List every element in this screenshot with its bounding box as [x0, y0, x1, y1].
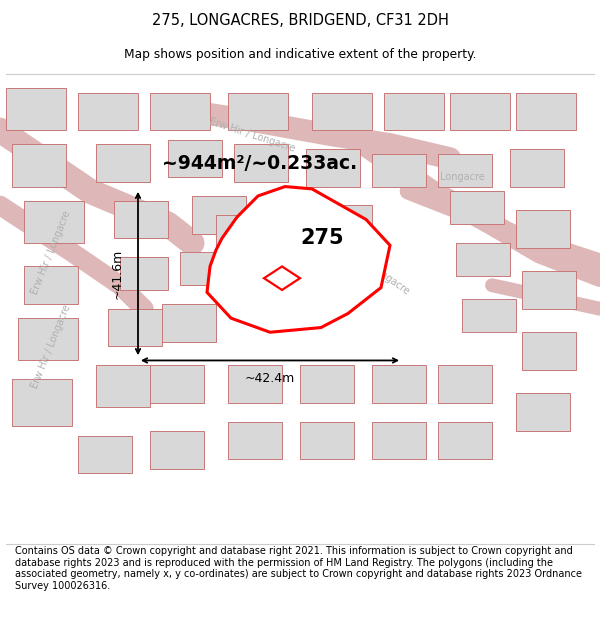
- Bar: [24, 266, 78, 304]
- Bar: [216, 266, 264, 299]
- Polygon shape: [264, 266, 300, 290]
- Bar: [450, 191, 504, 224]
- Bar: [12, 144, 66, 186]
- Bar: [312, 92, 372, 130]
- Bar: [192, 196, 246, 234]
- Bar: [114, 201, 168, 238]
- Text: Erw Hir / Longacre: Erw Hir / Longacre: [208, 116, 296, 154]
- Bar: [318, 206, 372, 238]
- Text: ~41.6m: ~41.6m: [110, 248, 124, 299]
- Bar: [324, 257, 372, 290]
- Bar: [168, 139, 222, 177]
- Bar: [300, 365, 354, 403]
- Bar: [438, 365, 492, 403]
- Bar: [228, 421, 282, 459]
- Bar: [522, 332, 576, 370]
- Bar: [438, 154, 492, 186]
- Text: Map shows position and indicative extent of the property.: Map shows position and indicative extent…: [124, 48, 476, 61]
- Bar: [456, 243, 510, 276]
- Bar: [372, 421, 426, 459]
- Bar: [228, 365, 282, 403]
- Text: Contains OS data © Crown copyright and database right 2021. This information is : Contains OS data © Crown copyright and d…: [15, 546, 582, 591]
- Bar: [264, 257, 312, 290]
- Bar: [24, 201, 84, 243]
- Polygon shape: [207, 186, 390, 332]
- Text: ~42.4m: ~42.4m: [245, 372, 295, 385]
- Bar: [384, 92, 444, 130]
- Bar: [18, 318, 78, 361]
- Text: Erw Hir / Longacre: Erw Hir / Longacre: [29, 209, 73, 296]
- Bar: [372, 154, 426, 186]
- Bar: [306, 149, 360, 186]
- Bar: [120, 257, 168, 290]
- Bar: [108, 309, 162, 346]
- Bar: [264, 201, 318, 234]
- Bar: [150, 365, 204, 403]
- Text: Erw Hir / Longacre: Erw Hir / Longacre: [332, 237, 412, 296]
- Bar: [510, 149, 564, 186]
- Text: 275: 275: [300, 228, 344, 248]
- Bar: [372, 365, 426, 403]
- Bar: [228, 92, 288, 130]
- Bar: [150, 92, 210, 130]
- Text: Longacre: Longacre: [440, 172, 484, 182]
- Bar: [78, 92, 138, 130]
- Bar: [12, 379, 72, 426]
- Bar: [516, 92, 576, 130]
- Text: ~944m²/~0.233ac.: ~944m²/~0.233ac.: [162, 154, 357, 173]
- Bar: [234, 144, 288, 182]
- Text: 275, LONGACRES, BRIDGEND, CF31 2DH: 275, LONGACRES, BRIDGEND, CF31 2DH: [152, 13, 448, 28]
- Bar: [96, 144, 150, 182]
- Bar: [162, 304, 216, 342]
- Bar: [300, 421, 354, 459]
- Bar: [96, 365, 150, 408]
- Bar: [216, 215, 270, 248]
- Bar: [462, 299, 516, 332]
- Bar: [516, 210, 570, 248]
- Bar: [6, 88, 66, 130]
- Bar: [180, 253, 228, 285]
- Bar: [450, 92, 510, 130]
- Bar: [516, 393, 570, 431]
- Bar: [522, 271, 576, 309]
- Bar: [150, 431, 204, 469]
- Bar: [78, 436, 132, 473]
- Bar: [438, 421, 492, 459]
- Text: Erw Hir / Longacre: Erw Hir / Longacre: [29, 303, 73, 390]
